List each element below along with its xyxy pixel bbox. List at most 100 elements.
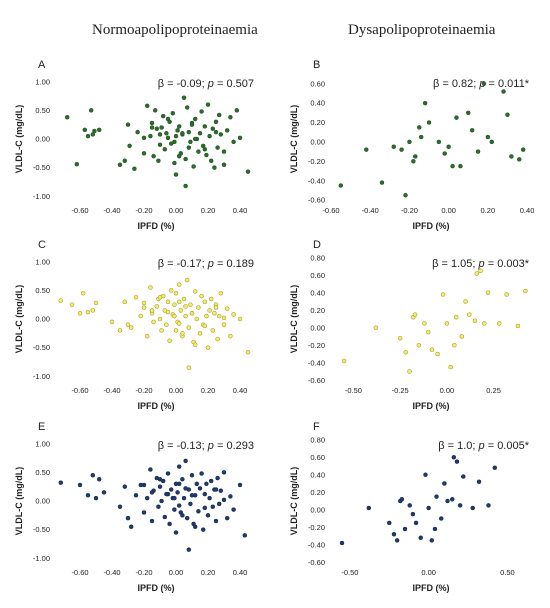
y-tick-label: -1.00 [33, 554, 50, 563]
panel-letter-a: A [38, 59, 46, 71]
data-point [165, 299, 171, 305]
data-point [210, 328, 216, 333]
scatter-panel-c: C -1.00 -0.50 0.00 0.50 1.00 -0.60 -0.40 -0.20 0.… [0, 238, 270, 421]
data-point [469, 128, 475, 133]
data-point [204, 152, 209, 158]
x-tick-label: 0.20 [201, 568, 216, 577]
data-point [425, 329, 431, 335]
y-tick-label: -0.60 [308, 196, 325, 205]
data-point [426, 505, 431, 511]
data-point [199, 109, 204, 114]
data-point [413, 154, 418, 159]
stats-p-value: = 0.003* [485, 258, 530, 270]
data-point [440, 292, 446, 297]
scatter-plot-e: E -1.00 -0.50 0.00 0.50 1.00 -0.60 -0.40 -0.20 0.… [14, 421, 254, 593]
data-point [221, 322, 227, 327]
stats-p-symbol: p [478, 258, 485, 270]
data-point [442, 151, 447, 156]
data-point [192, 136, 198, 142]
data-point [196, 149, 201, 154]
y-tick-label: 0.40 [310, 470, 325, 479]
y-tick-label: 0.20 [310, 306, 325, 315]
data-point [457, 503, 463, 508]
data-point [90, 472, 96, 478]
data-point [157, 132, 163, 137]
scatter-plot-b: B -0.60 -0.40 -0.20 0.00 0.20 0.40 0.60 -0.60 -0.… [289, 59, 534, 231]
data-point [159, 328, 164, 333]
data-point [176, 153, 182, 159]
x-tick-label: -0.20 [135, 206, 152, 215]
data-point [231, 139, 236, 145]
data-point [151, 153, 156, 159]
data-point [141, 151, 147, 156]
y-tick-label: -0.50 [33, 163, 50, 172]
data-point [202, 323, 208, 329]
data-point [189, 122, 195, 127]
data-point [109, 319, 115, 325]
panel-letter-e: E [38, 421, 45, 433]
y-tick-label: 0.60 [310, 79, 325, 88]
data-point [387, 520, 392, 526]
y-tick-label: 0.00 [310, 505, 325, 514]
data-point [504, 292, 509, 297]
panel-letter-d: D [313, 239, 321, 251]
x-axis-title: IPFD (%) [413, 583, 450, 593]
data-point [450, 497, 455, 502]
data-point [162, 147, 168, 152]
data-point [85, 309, 91, 315]
data-point [216, 313, 222, 319]
data-point [189, 311, 195, 316]
data-point [436, 139, 442, 145]
data-point [58, 298, 64, 303]
data-point [172, 139, 177, 145]
y-tick-label: 0.40 [310, 288, 325, 297]
data-point [125, 322, 131, 327]
data-point [452, 343, 457, 348]
data-point [178, 308, 184, 313]
data-point [403, 350, 409, 355]
y-tick-label: 1.00 [35, 257, 50, 266]
scatter-panel-f: F -0.60 -0.40 -0.20 0.00 0.20 0.40 0.60 0.80 -0.5… [275, 420, 545, 603]
y-tick-label: 0.60 [310, 453, 325, 462]
panel-letter-b: B [313, 59, 320, 71]
data-point [128, 325, 134, 330]
data-point [127, 143, 132, 149]
data-point [133, 493, 139, 498]
data-point [173, 328, 179, 333]
stats-beta: β = -0.09; [158, 78, 208, 90]
data-point [199, 293, 204, 299]
x-axis-title: IPFD (%) [413, 221, 450, 231]
data-point [176, 481, 182, 487]
data-point [496, 321, 502, 326]
data-point [148, 133, 153, 139]
x-tick-label: -0.60 [322, 206, 339, 215]
data-point [93, 300, 99, 306]
data-point [448, 364, 453, 370]
data-point [176, 321, 182, 326]
data-point [172, 313, 177, 319]
y-axis-title: VLDL-C (mg/dL) [14, 105, 24, 173]
data-point [212, 165, 217, 170]
data-point [213, 518, 219, 524]
data-point [144, 333, 150, 339]
y-tick-label: -0.20 [308, 157, 325, 166]
data-point [191, 164, 196, 169]
data-point [135, 129, 140, 135]
stats-annotation: β = -0.09; p = 0.507 [158, 78, 254, 90]
data-point [149, 125, 155, 130]
data-point [199, 471, 204, 476]
column-title-normo: Normoapolipoproteinaemia [92, 22, 258, 38]
y-tick-label: -0.60 [308, 376, 325, 385]
data-point [485, 290, 491, 295]
x-tick-label: -0.20 [135, 386, 152, 395]
stats-p-value: = 0.005* [485, 440, 530, 452]
data-point [202, 299, 208, 305]
data-point [213, 119, 219, 125]
data-point [215, 475, 220, 481]
data-point [467, 312, 472, 317]
data-point [58, 480, 64, 485]
data-point [181, 296, 187, 302]
data-point [399, 497, 405, 502]
stats-p-symbol: p [207, 78, 214, 90]
x-tick-label: 0.50 [500, 568, 515, 577]
